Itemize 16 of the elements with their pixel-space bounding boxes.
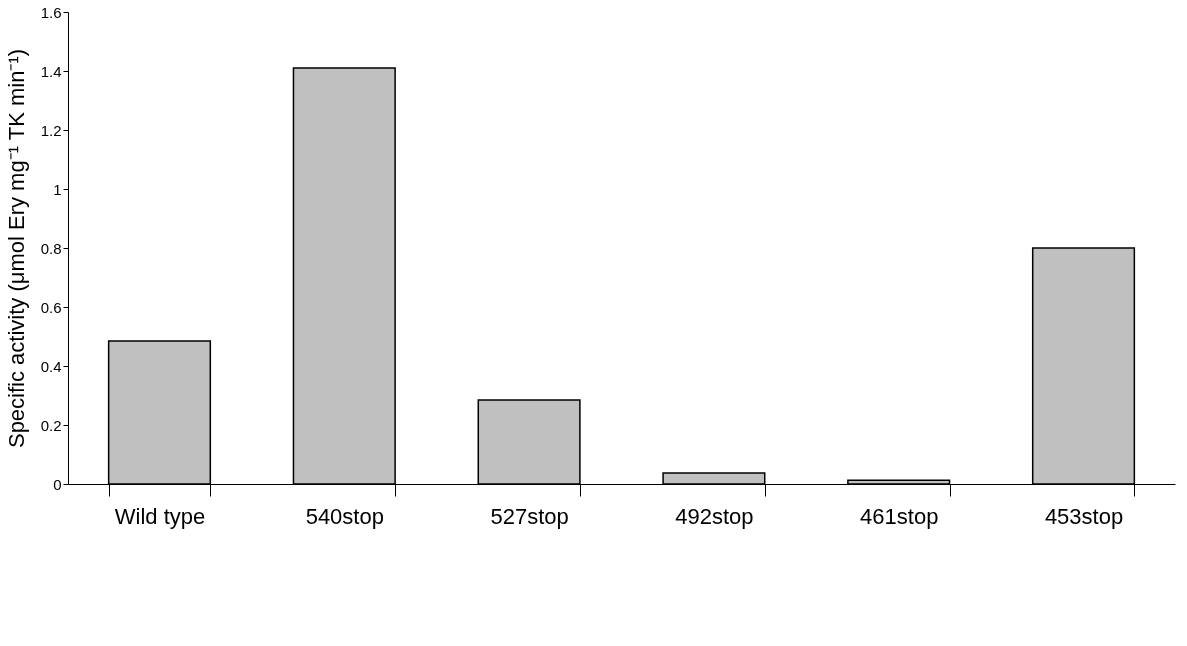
y-tick-label: 0.6 [40, 298, 62, 316]
y-tick-label: 1.4 [40, 62, 62, 80]
y-tick-label: 0 [53, 475, 62, 493]
y-tick-label: 1 [53, 180, 62, 198]
y-tick-label: 0.8 [40, 239, 62, 257]
x-tick-label: Wild type [114, 503, 206, 529]
y-axis-title: Specific activity (μmol Ery mg⁻¹ TK min⁻¹) [3, 48, 29, 449]
x-tick-label: 461stop [860, 503, 939, 529]
x-tick-label: 453stop [1044, 503, 1124, 529]
x-tick-label: 492stop [675, 503, 754, 529]
x-tick-label: 540stop [305, 503, 384, 529]
x-tick-label: 527stop [490, 503, 569, 529]
y-tick-label: 1.6 [40, 3, 62, 21]
y-tick-label: 1.2 [40, 121, 62, 139]
y-tick-label: 0.2 [40, 416, 62, 434]
y-tick-label: 0.4 [40, 357, 62, 375]
